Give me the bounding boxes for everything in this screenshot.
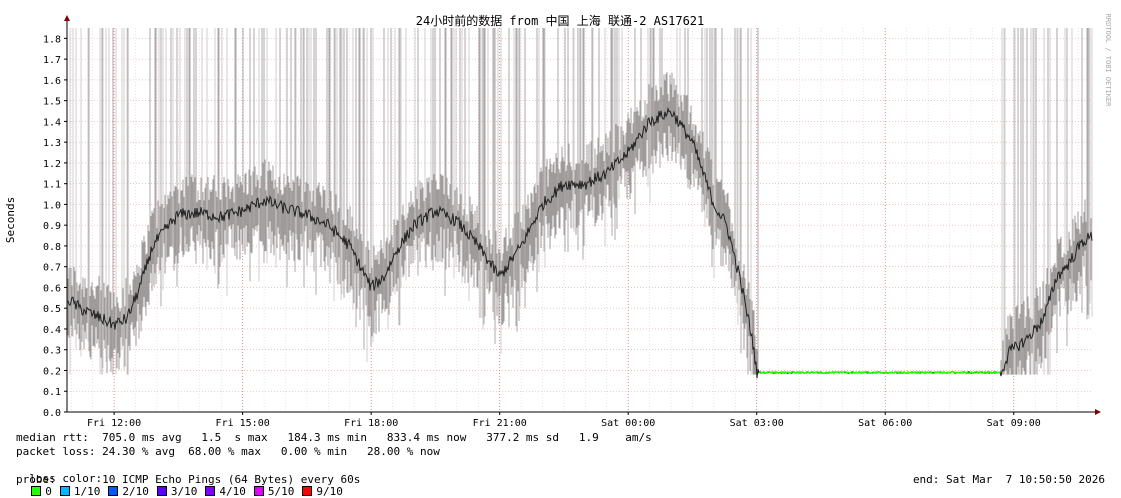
y-tick-label: 1.4 xyxy=(43,117,61,128)
y-tick-label: 0.3 xyxy=(43,346,61,357)
x-tick-label: Fri 21:00 xyxy=(473,418,527,429)
loss-color-label-text: 4/10 xyxy=(219,485,246,498)
loss-color-item: 2/10 xyxy=(106,485,149,498)
loss-color-label-text: 3/10 xyxy=(170,485,198,498)
loss-color-item: 1/10 xyxy=(58,485,101,498)
y-axis-label: Seconds xyxy=(4,197,17,243)
loss-color-item: 4/10 xyxy=(203,485,246,498)
y-tick-label: 1.7 xyxy=(43,55,61,66)
x-tick-label: Sat 00:00 xyxy=(601,418,655,429)
packet-loss-stats: packet loss: 24.30 % avg 68.00 % max 0.0… xyxy=(16,445,440,458)
y-tick-label: 0.4 xyxy=(43,325,61,336)
loss-color-label-text: 5/10 xyxy=(267,485,295,498)
loss-color-label-text: 2/10 xyxy=(122,485,149,498)
chart-title: 24小时前的数据 from 中国 上海 联通-2 AS17621 xyxy=(416,13,705,28)
median-rtt-stats: median rtt: 705.0 ms avg 1.5 s max 184.3… xyxy=(16,431,652,444)
smoke-spikes xyxy=(67,28,1093,375)
loss-color-swatch xyxy=(31,486,42,496)
loss-color-swatch xyxy=(59,486,70,496)
loss-color-item: 3/10 xyxy=(155,485,198,498)
y-tick-label: 0.0 xyxy=(43,408,61,419)
loss-color-label-text: 9/10 xyxy=(316,485,343,498)
y-tick-label: 1.5 xyxy=(43,97,61,108)
y-tick-label: 1.3 xyxy=(43,138,61,149)
loss-color-item: 0 xyxy=(29,485,52,498)
y-tick-label: 0.7 xyxy=(43,263,61,274)
loss-color-swatch xyxy=(108,486,119,496)
x-tick-label: Sat 06:00 xyxy=(858,418,912,429)
y-tick-label: 1.1 xyxy=(43,180,61,191)
y-axis-arrow xyxy=(64,15,70,21)
y-tick-label: 1.0 xyxy=(43,200,61,211)
loss-color-item: 5/10 xyxy=(252,485,295,498)
y-tick-label: 0.2 xyxy=(43,366,61,377)
loss-color-items: 0 1/10 2/10 3/10 4/10 5/10 9/10 xyxy=(29,485,349,498)
y-tick-label: 1.8 xyxy=(43,34,61,45)
loss-color-swatch xyxy=(253,486,264,496)
x-tick-label: Sat 09:00 xyxy=(987,418,1041,429)
y-tick-label: 0.5 xyxy=(43,304,61,315)
loss-color-swatch xyxy=(156,486,167,496)
y-tick-label: 0.1 xyxy=(43,387,61,398)
x-axis-arrow xyxy=(1095,409,1101,415)
loss-color-swatch xyxy=(205,486,216,496)
x-tick-label: Fri 15:00 xyxy=(216,418,270,429)
x-tick-labels: Fri 12:00 Fri 15:00 Fri 18:00 Fri 21:00 Sat … xyxy=(87,418,1041,429)
probe-info: probe: 10 ICMP Echo Pings (64 Bytes) eve… xyxy=(16,473,361,486)
loss-color-label: loss color: xyxy=(29,472,103,485)
loss-color-item: 9/10 xyxy=(300,485,343,498)
axes xyxy=(64,15,1101,415)
loss-color-swatch xyxy=(302,486,313,496)
median-line-no-loss xyxy=(758,370,1001,375)
y-tick-label: 0.8 xyxy=(43,242,61,253)
y-tick-label: 1.2 xyxy=(43,159,61,170)
end-time: end: Sat Mar 7 10:50:50 2026 xyxy=(912,473,1105,486)
y-tick-label: 0.6 xyxy=(43,283,61,294)
rrdtool-watermark: RRDTOOL / TOBI OETIKER xyxy=(1104,14,1112,108)
y-tick-label: 1.6 xyxy=(43,76,61,87)
median-rtt-series xyxy=(67,106,1093,379)
x-tick-label: Fri 18:00 xyxy=(344,418,398,429)
y-tick-labels: 0.0 0.1 0.2 0.3 0.4 0.5 0.6 0.7 0.8 0.9 1.0 1.1 1.2 1… xyxy=(43,34,61,419)
x-tick-label: Fri 12:00 xyxy=(87,418,141,429)
x-tick-label: Sat 03:00 xyxy=(730,418,784,429)
loss-color-label-text: 1/10 xyxy=(73,485,101,498)
y-tick-label: 0.9 xyxy=(43,221,61,232)
loss-color-label-text: 0 xyxy=(45,485,52,498)
